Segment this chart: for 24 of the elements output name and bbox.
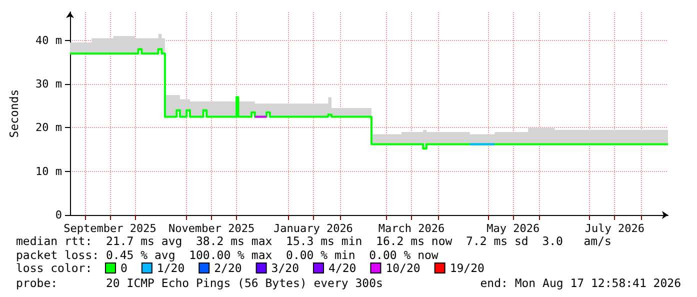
x-tick-label: January 2026: [273, 222, 353, 235]
x-tick-label: September 2025: [64, 222, 156, 235]
text: packet loss: 0.45 % avg 100.00 % max 0.00 % min 0.00 % now: [16, 248, 438, 262]
legend-label: 19/20: [450, 261, 485, 275]
y-tick-label: 10 m: [36, 164, 62, 178]
y-tick-label: 40 m: [36, 34, 62, 47]
x-tick-label: November 2025: [168, 222, 255, 235]
text: end: Mon Aug 17 12:58:41 2026: [480, 276, 682, 290]
text: median rtt: 21.7 ms avg 38.2 ms max 15.3 ms min 16.2 ms now 7.2 ms sd 3.0 am/s: [16, 234, 612, 248]
text: probe: 20 ICMP Echo Pings (56 Bytes) every 300s: [16, 276, 383, 290]
y-tick-label: 0: [55, 208, 62, 222]
legend-label: 3/20: [271, 261, 300, 275]
legend-title: loss color:: [16, 261, 92, 275]
x-tick-label: July 2026: [584, 222, 644, 235]
y-tick-label: 30 m: [36, 78, 62, 91]
legend-label: 10/20: [386, 261, 420, 275]
legend-label: 2/20: [214, 261, 242, 275]
y-tick-label: 20 m: [36, 121, 62, 134]
x-tick-label: May 2026: [486, 222, 540, 235]
legend-label: 1/20: [156, 261, 185, 275]
x-tick-label: March 2026: [378, 222, 445, 235]
legend-label: 0: [120, 261, 128, 275]
y-axis-title: Seconds: [7, 89, 21, 138]
legend-label: 4/20: [328, 261, 356, 275]
